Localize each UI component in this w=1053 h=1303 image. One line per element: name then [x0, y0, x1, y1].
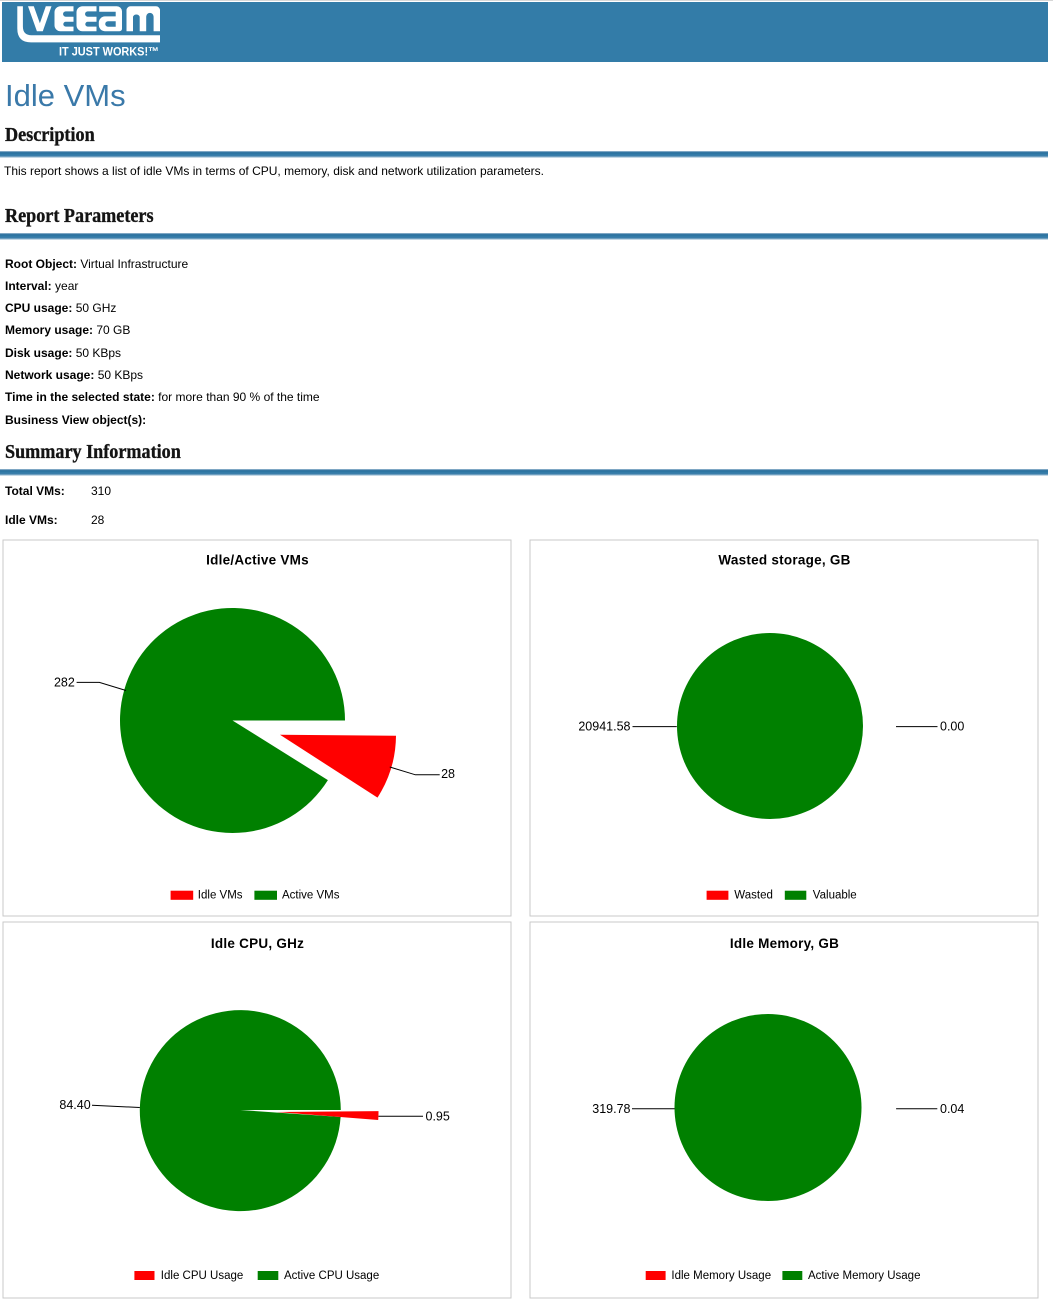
svg-text:Idle Memory Usage: Idle Memory Usage: [671, 1270, 771, 1282]
svg-text:Idle CPU Usage: Idle CPU Usage: [161, 1270, 243, 1282]
svg-text:Idle VMs: Idle VMs: [198, 889, 243, 901]
svg-text:Active VMs: Active VMs: [282, 889, 340, 901]
svg-text:Active CPU Usage: Active CPU Usage: [284, 1270, 379, 1282]
svg-text:20941.58: 20941.58: [578, 720, 630, 734]
svg-text:28: 28: [441, 767, 455, 781]
svg-text:Idle CPU, GHz: Idle CPU, GHz: [211, 936, 304, 951]
svg-text:Idle Memory, GB: Idle Memory, GB: [730, 936, 839, 951]
svg-text:IT JUST WORKS!™: IT JUST WORKS!™: [59, 45, 159, 59]
svg-text:84.40: 84.40: [59, 1098, 90, 1112]
svg-text:Wasted: Wasted: [734, 889, 773, 901]
svg-text:319.78: 319.78: [592, 1102, 630, 1116]
svg-text:Idle/Active VMs: Idle/Active VMs: [206, 552, 309, 567]
svg-text:0.95: 0.95: [426, 1109, 450, 1123]
svg-text:0.04: 0.04: [940, 1102, 964, 1116]
svg-text:0.00: 0.00: [940, 720, 964, 734]
svg-text:Wasted storage, GB: Wasted storage, GB: [718, 552, 850, 567]
svg-text:Active Memory Usage: Active Memory Usage: [808, 1270, 920, 1282]
svg-text:Valuable: Valuable: [813, 889, 857, 901]
svg-text:282: 282: [54, 676, 75, 690]
